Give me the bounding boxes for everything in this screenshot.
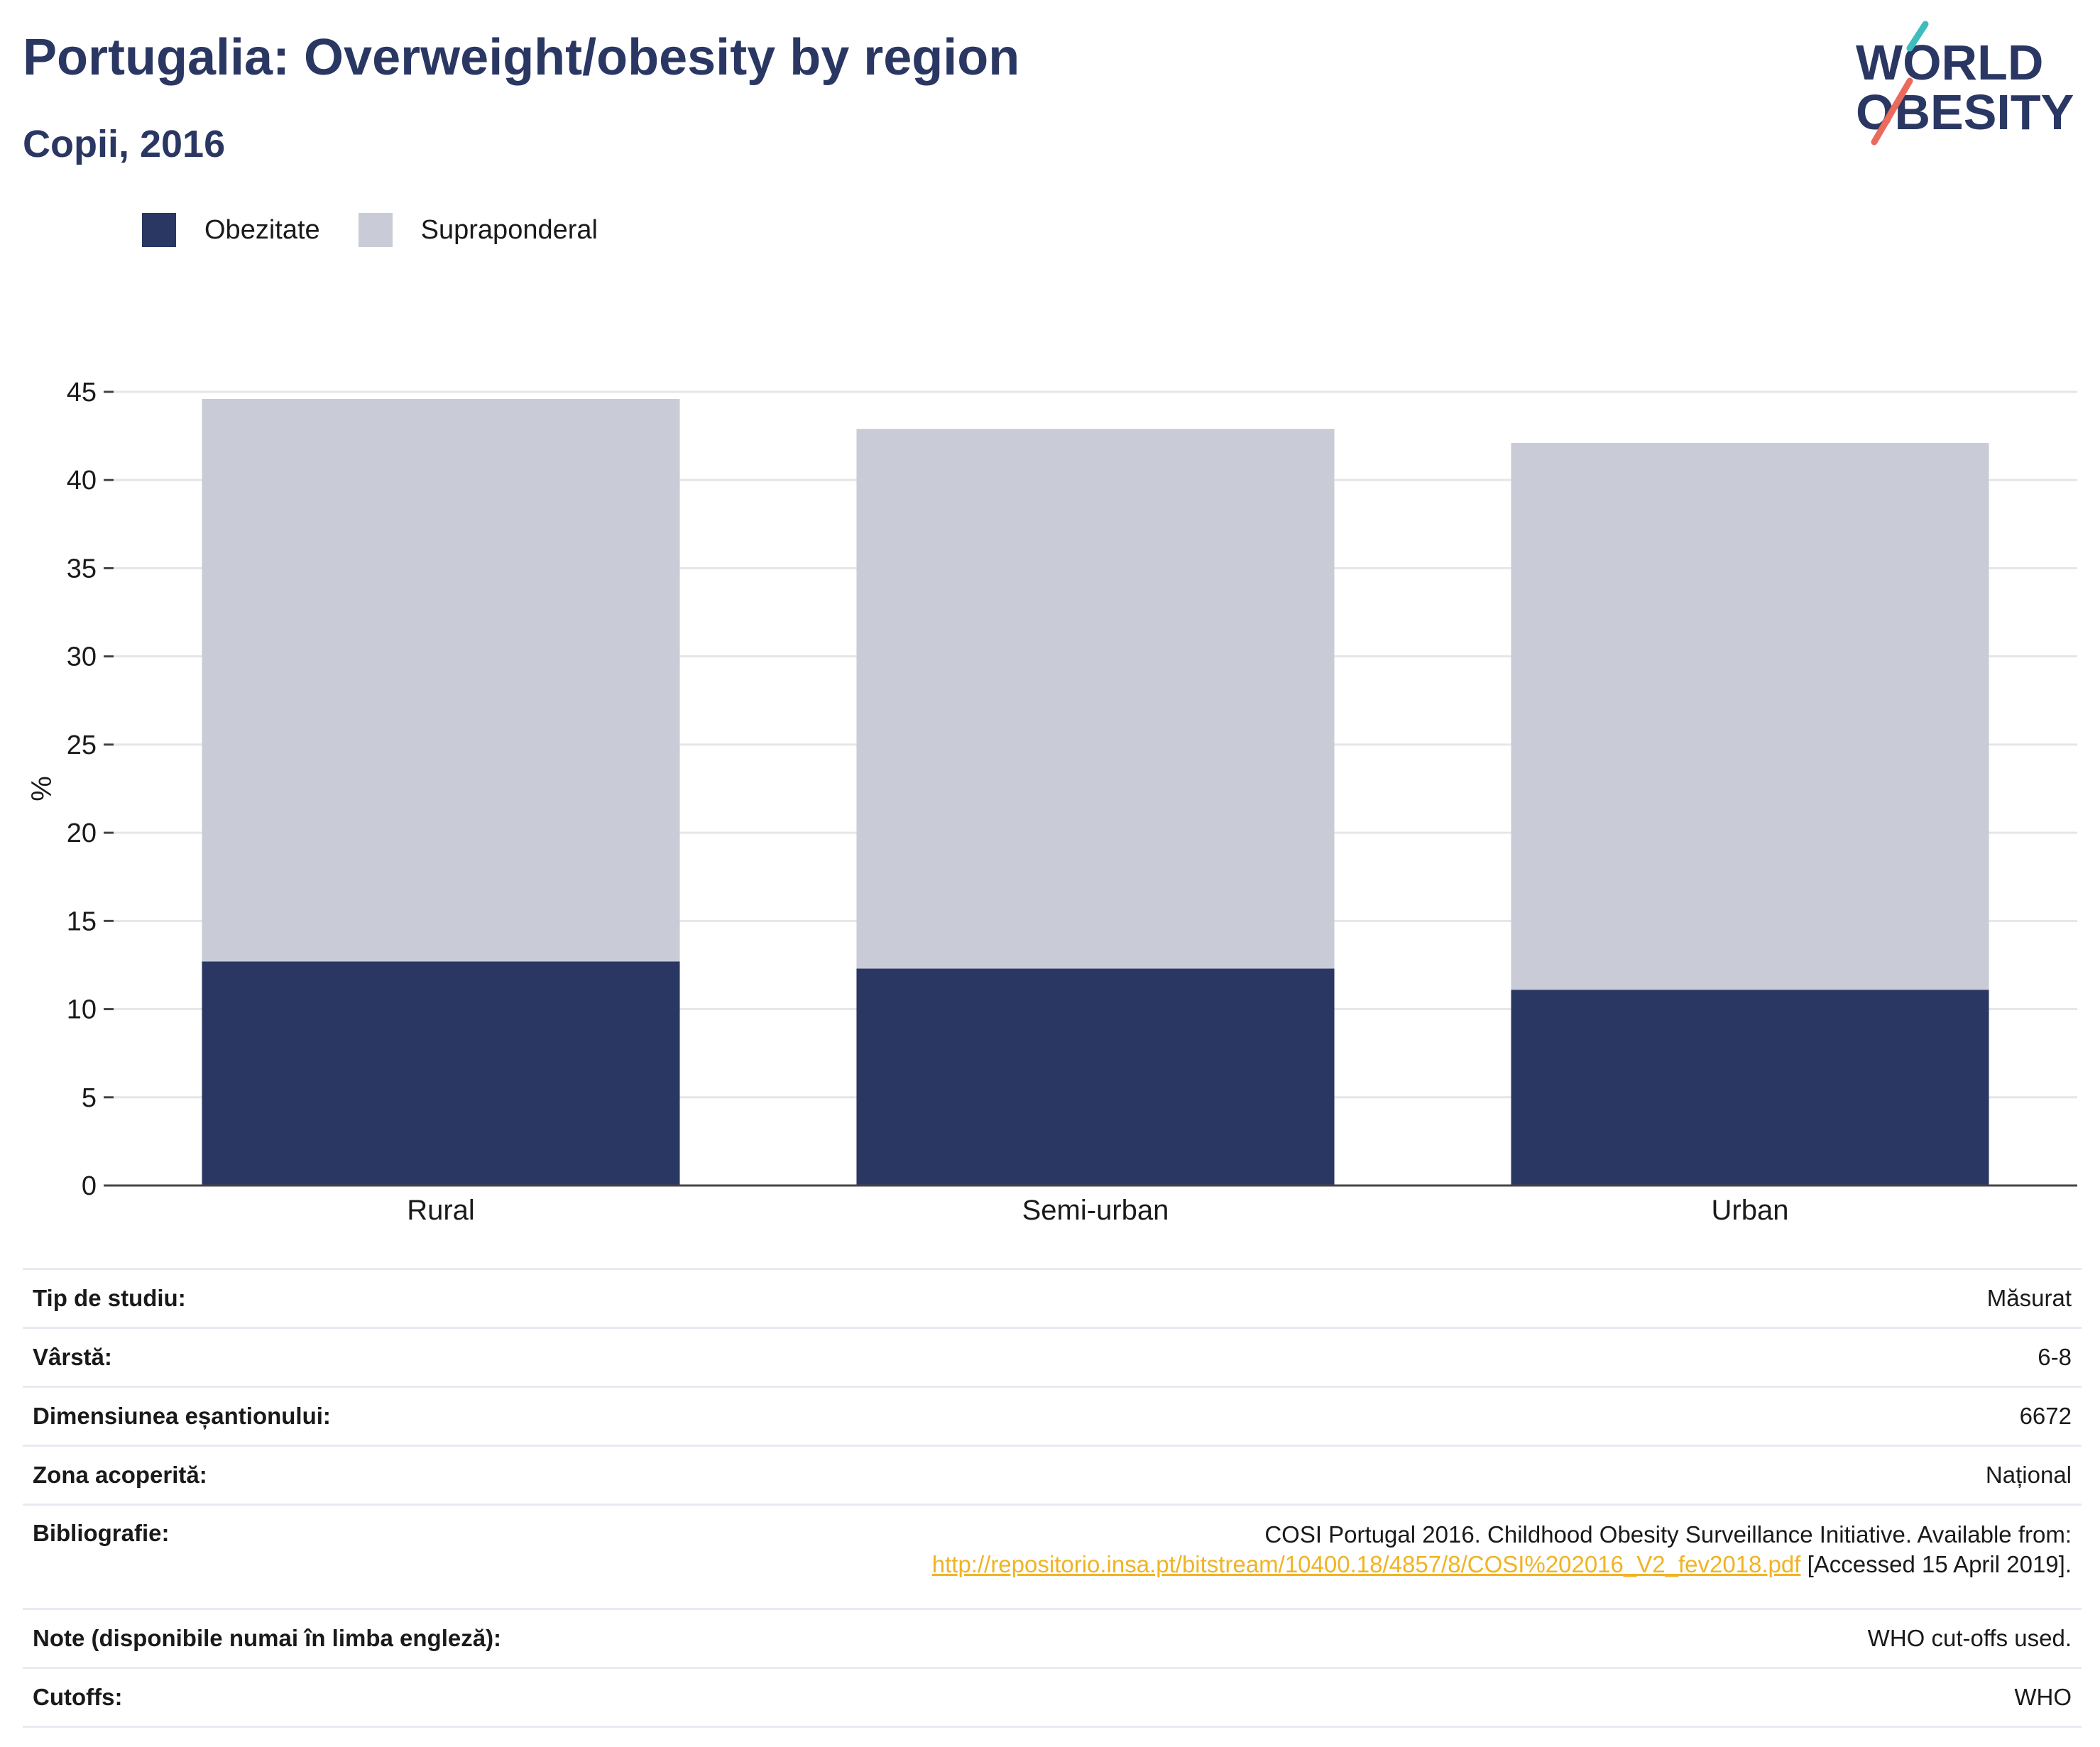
detail-row-area: Zona acoperită: Național <box>23 1445 2082 1505</box>
detail-label: Bibliografie: <box>23 1504 633 1609</box>
bar-supraponderal-semi-urban <box>856 429 1335 969</box>
x-tick-label: Rural <box>407 1195 475 1226</box>
detail-value: Național <box>633 1445 2082 1505</box>
detail-label: Dimensiunea eșantionului: <box>23 1386 633 1446</box>
y-tick-label: 35 <box>67 554 97 584</box>
bar-obezitate-rural <box>202 961 680 1185</box>
detail-row-cutoffs: Cutoffs: WHO <box>23 1667 2082 1728</box>
detail-row-age: Vârstă: 6-8 <box>23 1327 2082 1387</box>
legend-item-supraponderal[interactable]: Supraponderal <box>358 213 598 247</box>
bibliography-text: COSI Portugal 2016. Childhood Obesity Su… <box>1264 1521 2072 1548</box>
y-axis-label: % <box>26 776 58 801</box>
detail-label: Vârstă: <box>23 1327 633 1387</box>
detail-label: Note (disponibile numai în limba engleză… <box>23 1608 633 1668</box>
detail-value: WHO cut-offs used. <box>633 1608 2082 1668</box>
bar-obezitate-semi-urban <box>856 968 1335 1185</box>
detail-value: WHO <box>633 1667 2082 1728</box>
legend-swatch-obezitate <box>142 213 176 247</box>
bibliography-link[interactable]: http://repositorio.insa.pt/bitstream/104… <box>931 1551 1801 1577</box>
detail-value: 6-8 <box>633 1327 2082 1387</box>
logo-slash-coral <box>1871 77 1913 146</box>
bar-supraponderal-urban <box>1511 443 1989 990</box>
legend-label-obezitate: Obezitate <box>204 214 320 245</box>
page-title: Portugalia: Overweight/obesity by region <box>23 29 1020 86</box>
detail-label: Cutoffs: <box>23 1667 633 1728</box>
chart-legend: Obezitate Supraponderal <box>142 210 636 250</box>
bibliography-accessed: [Accessed 15 April 2019]. <box>1800 1551 2072 1577</box>
y-tick-label: 5 <box>82 1083 97 1113</box>
y-tick-label: 30 <box>67 642 97 672</box>
legend-swatch-supraponderal <box>358 213 393 247</box>
y-tick-label: 45 <box>67 378 97 407</box>
detail-label: Tip de studiu: <box>23 1268 633 1328</box>
detail-value: 6672 <box>633 1386 2082 1446</box>
y-tick-label: 15 <box>67 907 97 936</box>
logo-slash-teal <box>1906 21 1929 52</box>
study-details-table: Tip de studiu: Măsurat Vârstă: 6-8 Dimen… <box>23 1268 2082 1728</box>
legend-label-supraponderal: Supraponderal <box>420 214 598 245</box>
y-tick-label: 25 <box>67 730 97 760</box>
detail-row-sample-size: Dimensiunea eșantionului: 6672 <box>23 1386 2082 1446</box>
detail-row-bibliography: Bibliografie: COSI Portugal 2016. Childh… <box>23 1504 2082 1609</box>
x-tick-label: Urban <box>1712 1195 1789 1226</box>
detail-row-notes: Note (disponibile numai în limba engleză… <box>23 1608 2082 1668</box>
y-tick-label: 20 <box>67 818 97 848</box>
y-tick-label: 10 <box>67 995 97 1025</box>
bar-supraponderal-rural <box>202 398 680 962</box>
legend-item-obezitate[interactable]: Obezitate <box>142 213 320 247</box>
detail-value: COSI Portugal 2016. Childhood Obesity Su… <box>633 1504 2082 1609</box>
logo-line-1: WORLD <box>1856 35 2043 90</box>
x-tick-label: Semi-urban <box>1022 1195 1169 1226</box>
page-subtitle: Copii, 2016 <box>23 123 226 165</box>
stacked-bar-chart: 0 5 10 15 20 25 30 35 40 45% Rural Semi-urban Urban <box>26 378 2077 1226</box>
detail-label: Zona acoperită: <box>23 1445 633 1505</box>
y-tick-label: 0 <box>82 1171 97 1201</box>
y-tick-label: 40 <box>67 466 97 495</box>
world-obesity-logo: WORLD OBESITY <box>1856 21 2074 146</box>
bar-obezitate-urban <box>1511 990 1989 1185</box>
detail-row-study-type: Tip de studiu: Măsurat <box>23 1268 2082 1328</box>
detail-value: Măsurat <box>633 1268 2082 1328</box>
